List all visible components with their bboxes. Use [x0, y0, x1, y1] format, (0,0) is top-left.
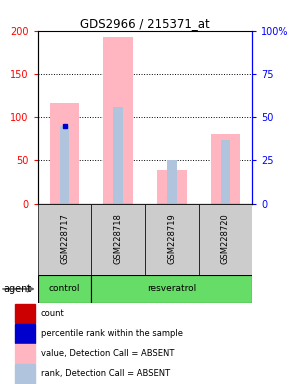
Text: GSM228720: GSM228720	[221, 214, 230, 265]
Bar	[14, 344, 35, 363]
Bar	[221, 140, 230, 204]
Bar	[211, 134, 240, 204]
Text: GSM228718: GSM228718	[114, 214, 123, 265]
Bar	[91, 204, 145, 275]
Bar	[14, 364, 35, 384]
Bar	[38, 275, 91, 303]
Bar	[91, 275, 252, 303]
Text: GSM228717: GSM228717	[60, 214, 69, 265]
Bar	[157, 170, 186, 204]
Text: percentile rank within the sample: percentile rank within the sample	[41, 329, 183, 338]
Bar	[145, 204, 199, 275]
Title: GDS2966 / 215371_at: GDS2966 / 215371_at	[80, 17, 210, 30]
Bar	[14, 304, 35, 323]
Bar	[113, 107, 123, 204]
Bar	[14, 324, 35, 343]
Text: resveratrol: resveratrol	[147, 285, 196, 293]
Text: GSM228719: GSM228719	[167, 214, 176, 265]
Bar	[199, 204, 252, 275]
Bar	[104, 37, 133, 204]
Bar	[167, 161, 177, 204]
Text: control: control	[49, 285, 80, 293]
Text: value, Detection Call = ABSENT: value, Detection Call = ABSENT	[41, 349, 174, 358]
Text: agent: agent	[4, 284, 32, 294]
Bar	[60, 126, 69, 204]
Bar	[50, 103, 79, 204]
Text: count: count	[41, 309, 64, 318]
Bar	[38, 204, 91, 275]
Text: rank, Detection Call = ABSENT: rank, Detection Call = ABSENT	[41, 369, 170, 378]
